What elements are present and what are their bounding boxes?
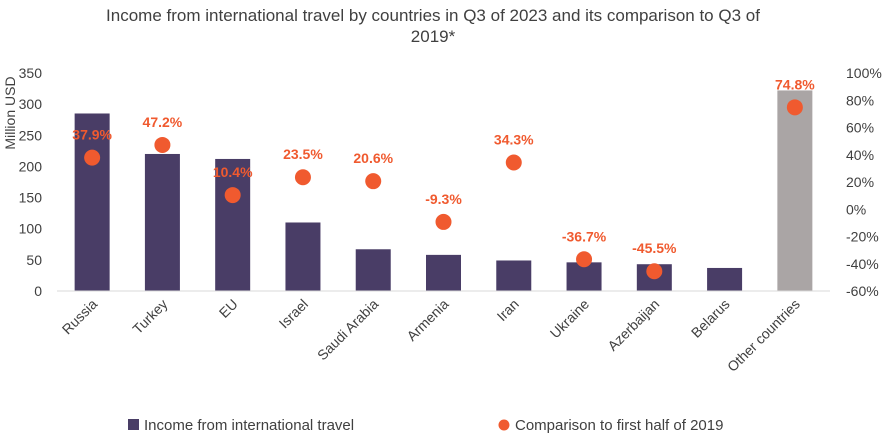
bar [777,90,813,291]
data-label: 20.6% [353,150,393,166]
legend: Income from international travel Compari… [128,417,723,434]
y2-tick-label: 60% [846,120,874,136]
data-label: 47.2% [143,114,183,130]
y-axis-ticks: 0 50 100 150 200 250 300 350 [19,65,43,299]
data-label: 37.9% [72,127,112,143]
scatter-series [84,99,803,280]
y2-tick-label: 80% [846,92,874,108]
bar [285,222,321,291]
y2-tick-label: 100% [846,65,882,81]
y2-tick-label: 0% [846,201,866,217]
category-label: Armenia [403,296,451,344]
category-label: Iran [494,296,522,324]
bar [74,113,110,291]
y2-tick-label: 40% [846,147,874,163]
y2-tick-label: -20% [846,229,879,245]
data-label: -36.7% [562,228,607,244]
data-label: 74.8% [775,76,815,92]
legend-dot-swatch [498,419,510,431]
category-label: Belarus [688,296,733,341]
bar [426,254,461,291]
category-label: Saudi Arabia [314,296,382,364]
scatter-point [294,169,311,186]
y-tick-label: 350 [19,65,43,81]
data-label: -9.3% [425,191,462,207]
data-label: 34.3% [494,132,534,148]
scatter-point [646,263,663,280]
y-axis-label: Million USD [2,76,18,149]
bar [355,249,391,291]
data-labels: 37.9% 47.2% 10.4% 23.5% 20.6% -9.3% 34.3% -36.7… [72,76,815,256]
bar [496,260,532,291]
y-tick-label: 100 [19,221,43,237]
category-label: EU [216,296,241,321]
scatter-point [224,187,241,204]
y2-tick-label: 20% [846,174,874,190]
category-label: Russia [59,296,101,338]
y-tick-label: 250 [19,127,43,143]
scatter-point [84,149,101,166]
chart-title-line1: Income from international travel by coun… [106,6,760,25]
y-tick-label: 50 [26,252,42,268]
y2-tick-label: -40% [846,256,879,272]
legend-bar-swatch [128,419,139,430]
y2-tick-label: -60% [846,283,879,299]
category-labels: Russia Turkey EU Israel Saudi Arabia Armenia I… [59,296,803,375]
scatter-point [576,251,593,268]
category-label: Other countries [724,296,803,375]
category-label: Israel [276,296,312,332]
y-tick-label: 300 [19,96,43,112]
data-label: -45.5% [632,240,677,256]
y2-axis-ticks: -60% -40% -20% 0% 20% 40% 60% 80% 100% [846,65,882,299]
legend-dot-label: Comparison to first half of 2019 [515,417,723,434]
category-label: Azerbaijan [604,296,662,354]
bar [144,153,180,291]
y-tick-label: 150 [19,190,43,206]
scatter-point [365,173,382,190]
scatter-point [154,136,171,153]
category-label: Turkey [129,296,170,337]
bar [707,267,743,291]
legend-bar-label: Income from international travel [144,417,354,434]
scatter-point [786,99,803,116]
scatter-point [505,154,522,171]
bar [215,158,251,291]
y-tick-label: 200 [19,158,43,174]
scatter-point [435,213,452,230]
category-label: Ukraine [547,296,593,342]
y-tick-label: 0 [34,283,42,299]
data-label: 23.5% [283,146,323,162]
bar-series [74,90,813,291]
data-label: 10.4% [213,164,253,180]
chart-title-line2: 2019* [411,27,456,46]
